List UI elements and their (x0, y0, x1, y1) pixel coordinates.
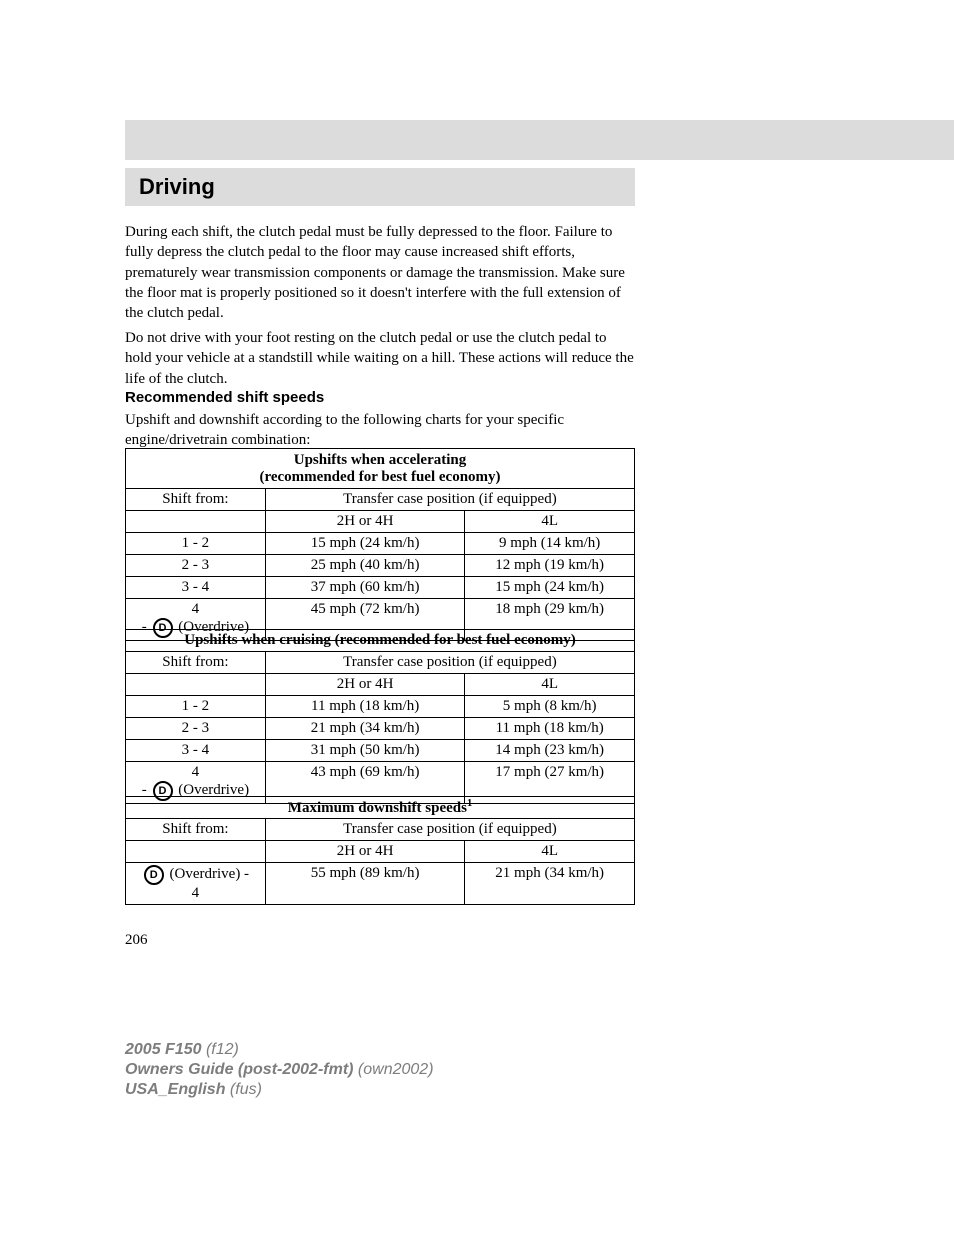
paragraph-3: Upshift and downshift according to the f… (125, 410, 635, 451)
footer-l2-rest: (own2002) (353, 1061, 433, 1078)
table-upshift-accelerating: Upshifts when accelerating (recommended … (125, 448, 635, 641)
cell-shift: 3 - 4 (126, 740, 266, 762)
table-row: Shift from: Transfer case position (if e… (126, 652, 635, 674)
table-row: Upshifts when accelerating (recommended … (126, 449, 635, 489)
cell-4l: 14 mph (23 km/h) (465, 740, 635, 762)
section-title-box: Driving (125, 168, 635, 206)
cell-2h: 31 mph (50 km/h) (265, 740, 465, 762)
shift-line1: D (Overdrive) - (142, 866, 249, 882)
table-row: 1 - 2 15 mph (24 km/h) 9 mph (14 km/h) (126, 533, 635, 555)
table-row: Shift from: Transfer case position (if e… (126, 819, 635, 841)
table-max-downshift: Maximum downshift speeds1 Shift from: Tr… (125, 796, 635, 905)
shift-line1: 4 (192, 601, 200, 617)
cell-2h: 21 mph (34 km/h) (265, 718, 465, 740)
footer-line-2: Owners Guide (post-2002-fmt) (own2002) (125, 1060, 434, 1080)
cell-shift: 2 - 3 (126, 718, 266, 740)
cell-2h: 11 mph (18 km/h) (265, 696, 465, 718)
header-4l: 4L (465, 841, 635, 863)
header-shift-from: Shift from: (126, 652, 266, 674)
table-row: 2H or 4H 4L (126, 674, 635, 696)
cell-shift: 3 - 4 (126, 577, 266, 599)
header-shift-from: Shift from: (126, 489, 266, 511)
header-transfer-case: Transfer case position (if equipped) (265, 819, 634, 841)
table-row: Upshifts when cruising (recommended for … (126, 630, 635, 652)
table-row: D (Overdrive) - 4 55 mph (89 km/h) 21 mp… (126, 863, 635, 905)
table-row: 3 - 4 37 mph (60 km/h) 15 mph (24 km/h) (126, 577, 635, 599)
shift-line2: 4 (192, 885, 200, 901)
cell-4l: 5 mph (8 km/h) (465, 696, 635, 718)
cell-empty (126, 511, 266, 533)
header-transfer-case: Transfer case position (if equipped) (265, 489, 634, 511)
cell-2h: 37 mph (60 km/h) (265, 577, 465, 599)
page-number: 206 (125, 932, 148, 949)
cell-2h: 25 mph (40 km/h) (265, 555, 465, 577)
footer-line-1: 2005 F150 (f12) (125, 1040, 434, 1060)
cell-2h: 15 mph (24 km/h) (265, 533, 465, 555)
footer-l3-rest: (fus) (225, 1081, 261, 1098)
footer-line-3: USA_English (fus) (125, 1080, 434, 1100)
table-row: 3 - 4 31 mph (50 km/h) 14 mph (23 km/h) (126, 740, 635, 762)
cell-4l: 21 mph (34 km/h) (465, 863, 635, 905)
footer: 2005 F150 (f12) Owners Guide (post-2002-… (125, 1040, 434, 1100)
cell-shift: 1 - 2 (126, 533, 266, 555)
shift-line1: 4 (192, 764, 200, 780)
table-title-line1: Upshifts when accelerating (294, 452, 467, 468)
subheading-shift-speeds: Recommended shift speeds (125, 389, 635, 406)
footer-l2-bold: Owners Guide (post-2002-fmt) (125, 1061, 353, 1078)
cell-shift: 1 - 2 (126, 696, 266, 718)
table-title-sup: 1 (467, 798, 472, 809)
header-transfer-case: Transfer case position (if equipped) (265, 652, 634, 674)
header-shift-from: Shift from: (126, 819, 266, 841)
footer-l1-rest: (f12) (202, 1041, 239, 1058)
cell-4l: 15 mph (24 km/h) (465, 577, 635, 599)
cell-4l: 12 mph (19 km/h) (465, 555, 635, 577)
footer-l1-bold: 2005 F150 (125, 1041, 202, 1058)
cell-2h: 55 mph (89 km/h) (265, 863, 465, 905)
cell-shift-overdrive: D (Overdrive) - 4 (126, 863, 266, 905)
table-row: 2 - 3 25 mph (40 km/h) 12 mph (19 km/h) (126, 555, 635, 577)
table-title: Upshifts when cruising (recommended for … (126, 630, 635, 652)
table-title: Upshifts when accelerating (recommended … (126, 449, 635, 489)
table-row: 1 - 2 11 mph (18 km/h) 5 mph (8 km/h) (126, 696, 635, 718)
header-4l: 4L (465, 674, 635, 696)
table-row: 2 - 3 21 mph (34 km/h) 11 mph (18 km/h) (126, 718, 635, 740)
section-title: Driving (139, 174, 215, 200)
cell-shift: 2 - 3 (126, 555, 266, 577)
table-title-line2: (recommended for best fuel economy) (259, 469, 500, 485)
table-title: Maximum downshift speeds1 (126, 797, 635, 819)
header-band (125, 120, 954, 160)
cell-4l: 9 mph (14 km/h) (465, 533, 635, 555)
cell-empty (126, 674, 266, 696)
table-row: 2H or 4H 4L (126, 511, 635, 533)
table-upshift-cruising: Upshifts when cruising (recommended for … (125, 629, 635, 804)
header-2h-4h: 2H or 4H (265, 511, 465, 533)
page: Driving During each shift, the clutch pe… (0, 0, 954, 1235)
cell-empty (126, 841, 266, 863)
overdrive-icon: D (144, 865, 164, 885)
table-row: 2H or 4H 4L (126, 841, 635, 863)
paragraph-1: During each shift, the clutch pedal must… (125, 222, 635, 323)
table-title-text: Maximum downshift speeds (288, 800, 467, 816)
cell-4l: 11 mph (18 km/h) (465, 718, 635, 740)
table-row: Maximum downshift speeds1 (126, 797, 635, 819)
paragraph-2: Do not drive with your foot resting on t… (125, 328, 635, 389)
header-4l: 4L (465, 511, 635, 533)
footer-l3-bold: USA_English (125, 1081, 225, 1098)
overdrive-label: (Overdrive) - (170, 866, 250, 882)
table-row: Shift from: Transfer case position (if e… (126, 489, 635, 511)
header-2h-4h: 2H or 4H (265, 841, 465, 863)
header-2h-4h: 2H or 4H (265, 674, 465, 696)
